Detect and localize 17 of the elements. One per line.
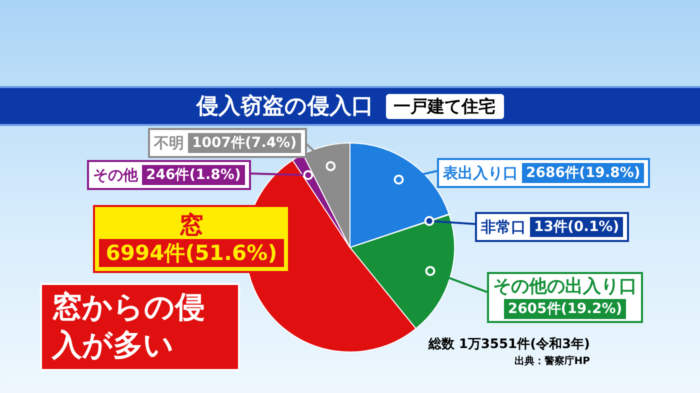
data-label: 6994件(51.6%) — [99, 239, 284, 267]
slice-label: その他 — [93, 165, 138, 186]
slice-label: 非常口 — [481, 217, 526, 238]
slice-label: 窓 — [178, 211, 204, 239]
slice-label: その他の出入り口 — [493, 276, 637, 298]
chart-subtitle: 一戸建て住宅 — [386, 94, 504, 118]
text: 総数 1万3551件(令和3年) — [428, 336, 590, 353]
text: 窓からの侵入が多い — [40, 283, 240, 371]
data-label: 13件(0.1%) — [530, 217, 624, 237]
data-label: 1007件(7.4%) — [188, 133, 301, 153]
slice-label: 不明 — [154, 133, 184, 154]
slice-label: 表出入り口 — [443, 163, 518, 184]
chart-title: 侵入窃盗の侵入口 — [196, 93, 374, 121]
data-label: 246件(1.8%) — [142, 165, 245, 185]
data-label: 2605件(19.2%) — [504, 299, 626, 319]
data-label: 2686件(19.8%) — [522, 163, 644, 183]
source-note: 出典：警察庁HP — [514, 354, 590, 368]
